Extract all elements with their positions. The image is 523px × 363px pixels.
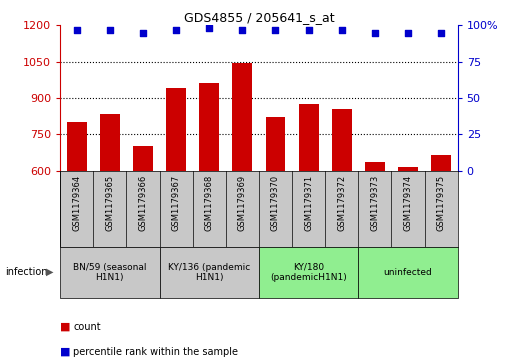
Bar xyxy=(67,122,87,171)
Text: GSM1179365: GSM1179365 xyxy=(105,174,115,231)
Bar xyxy=(332,109,351,171)
Bar xyxy=(431,155,451,171)
Text: GSM1179366: GSM1179366 xyxy=(139,174,147,231)
Text: KY/180
(pandemicH1N1): KY/180 (pandemicH1N1) xyxy=(270,262,347,282)
Text: uninfected: uninfected xyxy=(383,268,433,277)
Text: GSM1179371: GSM1179371 xyxy=(304,174,313,231)
Bar xyxy=(166,88,186,171)
Bar xyxy=(232,63,252,171)
Text: infection: infection xyxy=(5,267,48,277)
Text: GSM1179367: GSM1179367 xyxy=(172,174,180,231)
Text: GSM1179370: GSM1179370 xyxy=(271,174,280,231)
Text: ▶: ▶ xyxy=(46,267,53,277)
Text: GSM1179369: GSM1179369 xyxy=(238,174,247,231)
Text: BN/59 (seasonal
H1N1): BN/59 (seasonal H1N1) xyxy=(73,262,146,282)
Bar xyxy=(100,114,120,171)
Text: KY/136 (pandemic
H1N1): KY/136 (pandemic H1N1) xyxy=(168,262,251,282)
Point xyxy=(337,27,346,33)
Text: GSM1179364: GSM1179364 xyxy=(72,174,81,231)
Point xyxy=(106,27,114,33)
Text: percentile rank within the sample: percentile rank within the sample xyxy=(73,347,238,357)
Point xyxy=(172,27,180,33)
Point xyxy=(271,27,280,33)
Text: GSM1179374: GSM1179374 xyxy=(403,174,413,231)
Bar xyxy=(299,104,319,171)
Title: GDS4855 / 205641_s_at: GDS4855 / 205641_s_at xyxy=(184,11,334,24)
Point xyxy=(205,25,213,31)
Point xyxy=(371,30,379,36)
Text: ■: ■ xyxy=(60,347,71,357)
Bar xyxy=(160,247,259,298)
Bar xyxy=(365,162,385,171)
Point xyxy=(73,27,81,33)
Bar xyxy=(398,167,418,171)
Bar xyxy=(60,247,160,298)
Point xyxy=(437,30,445,36)
Text: GSM1179368: GSM1179368 xyxy=(204,174,214,231)
Bar xyxy=(199,83,219,171)
Text: GSM1179372: GSM1179372 xyxy=(337,174,346,231)
Text: count: count xyxy=(73,322,101,332)
Point xyxy=(304,27,313,33)
Bar xyxy=(259,247,358,298)
Bar xyxy=(266,117,286,171)
Point xyxy=(238,27,246,33)
Text: ■: ■ xyxy=(60,322,71,332)
Text: GSM1179373: GSM1179373 xyxy=(370,174,379,231)
Bar xyxy=(358,247,458,298)
Bar xyxy=(133,146,153,171)
Text: GSM1179375: GSM1179375 xyxy=(437,174,446,231)
Point xyxy=(139,30,147,36)
Point xyxy=(404,30,412,36)
